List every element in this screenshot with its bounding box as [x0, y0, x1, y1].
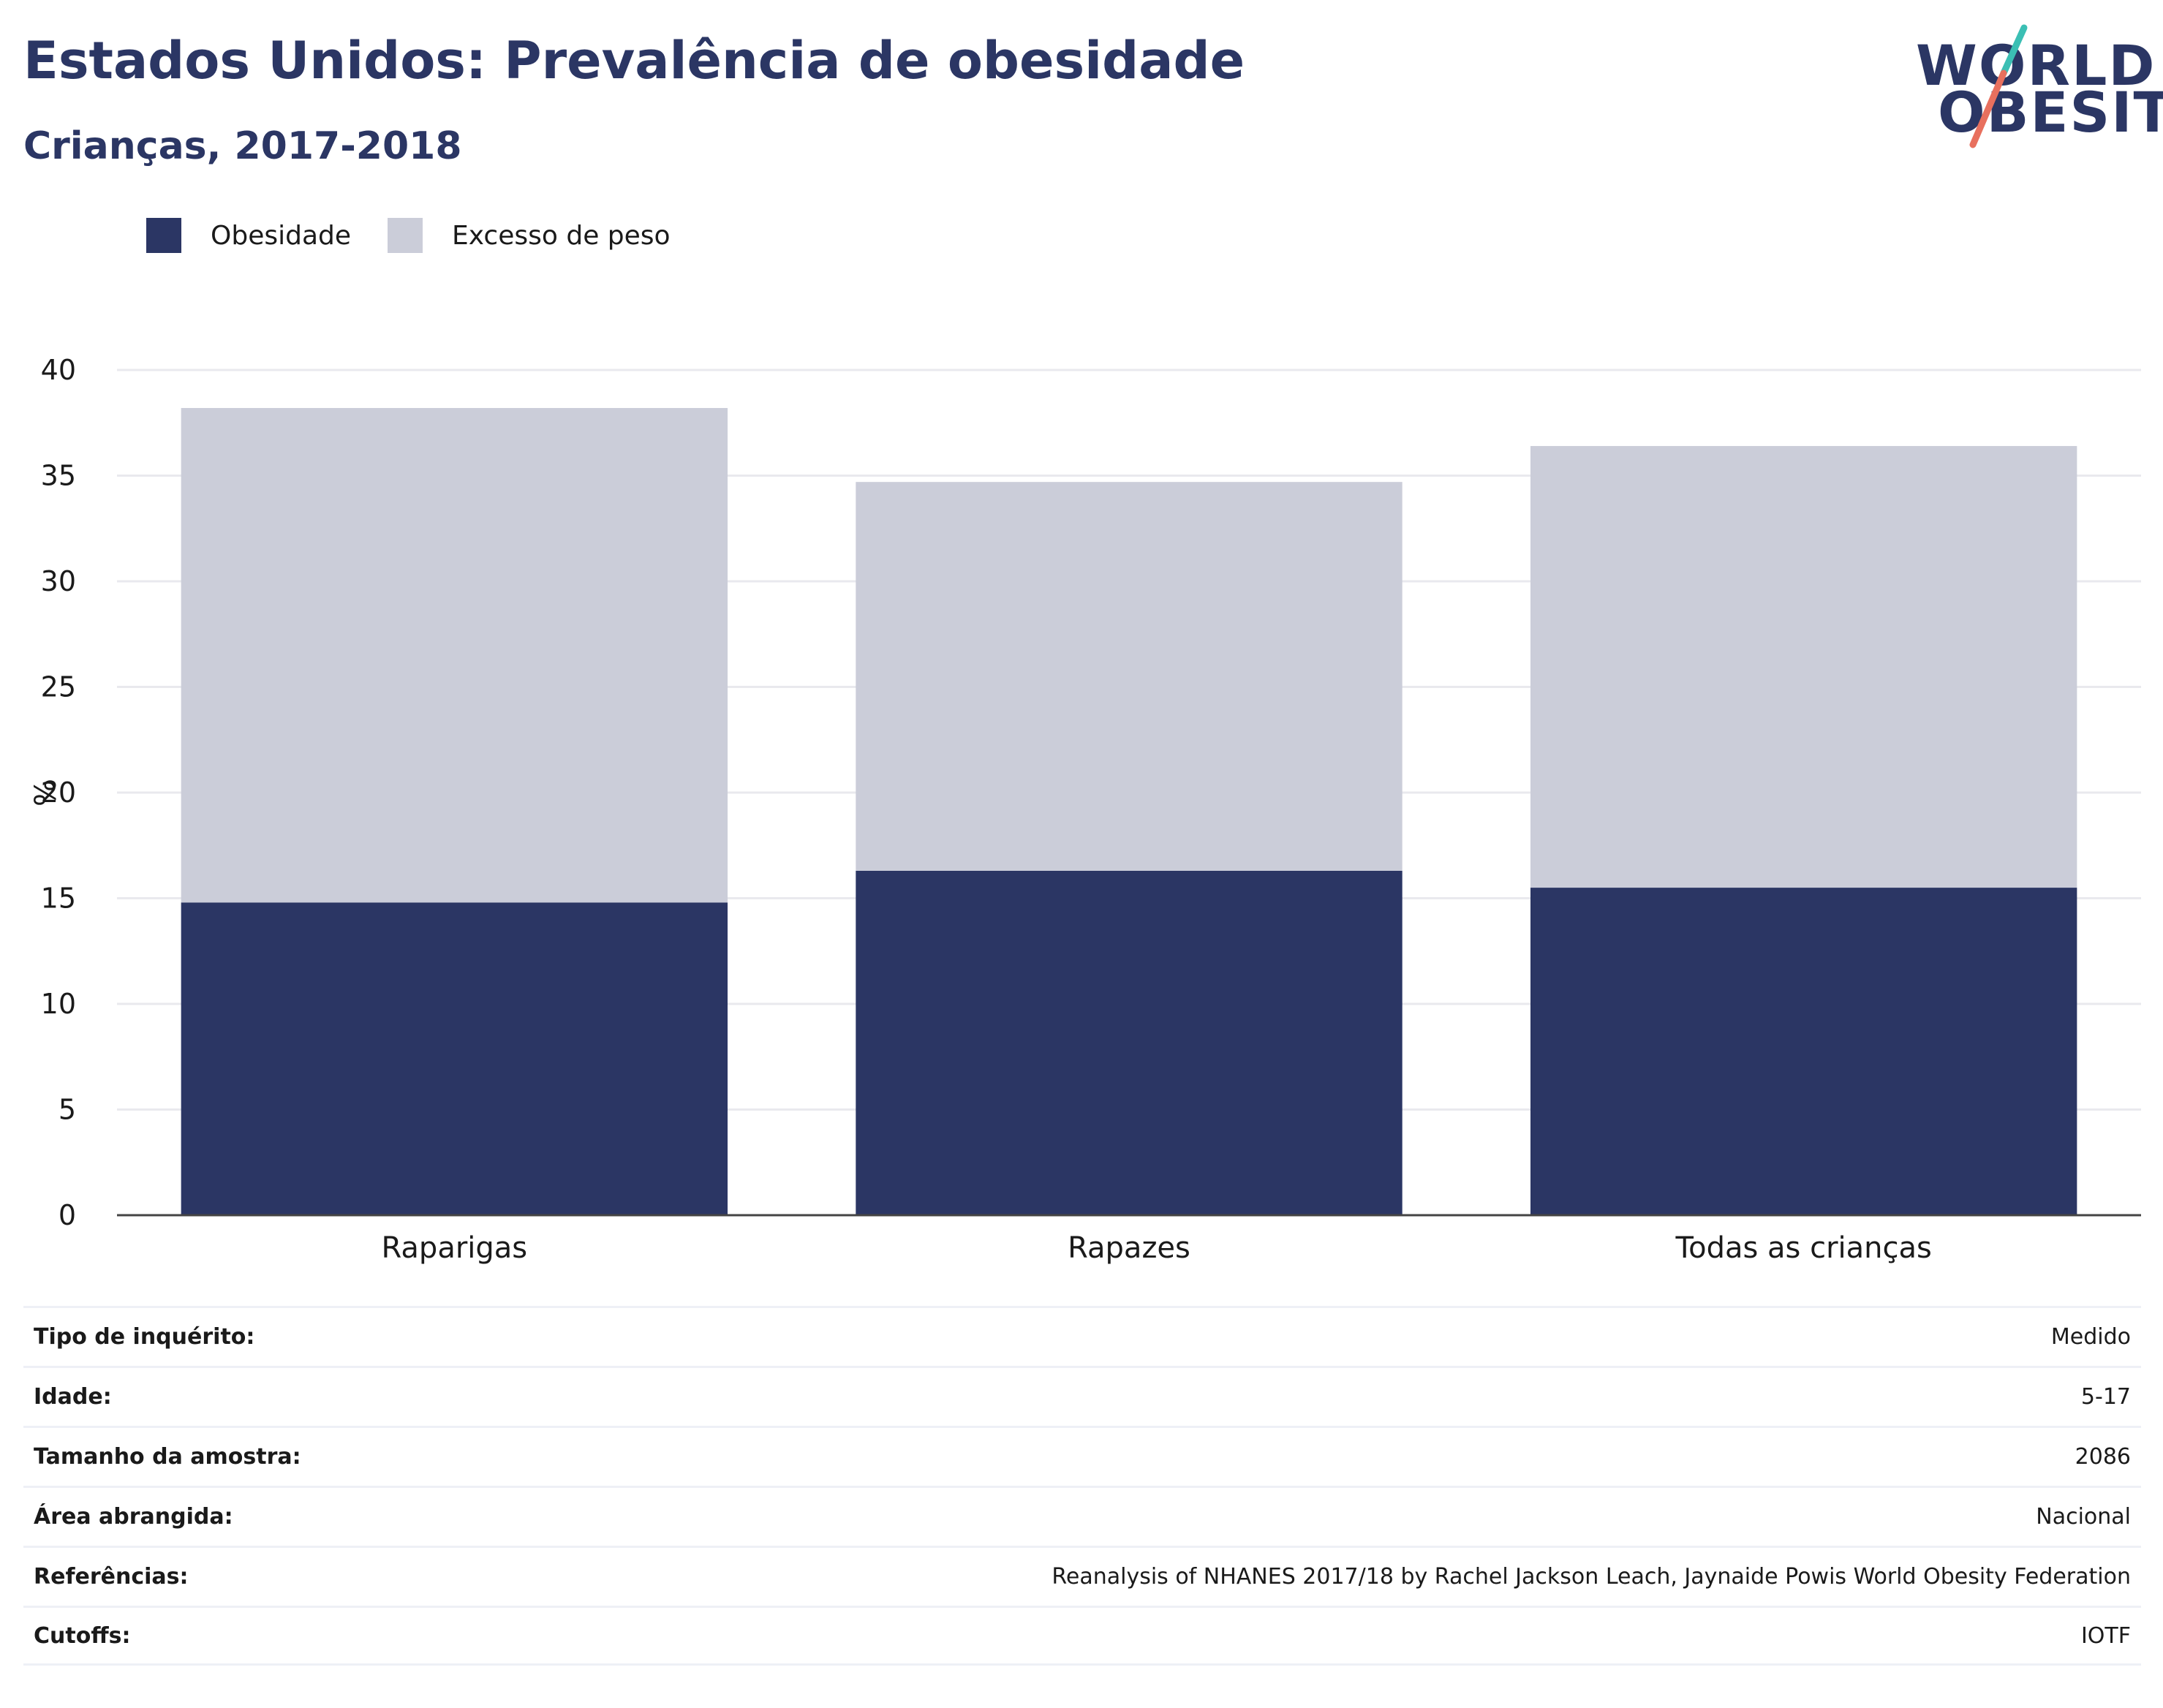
y-axis-label: %	[29, 779, 63, 806]
bar-obesity	[856, 870, 1403, 1215]
y-tick-label: 15	[41, 883, 76, 915]
info-value: 2086	[2075, 1444, 2131, 1470]
y-tick-label: 5	[58, 1094, 76, 1126]
legend-label-obesity: Obesidade	[211, 220, 352, 251]
info-row-sample-size: Tamanho da amostra: 2086	[23, 1426, 2141, 1486]
bar-overweight	[181, 408, 728, 903]
bar-overweight	[856, 482, 1403, 871]
chart-legend: Obesidade Excesso de peso	[146, 218, 707, 253]
info-row-survey-type: Tipo de inquérito: Medido	[23, 1306, 2141, 1366]
legend-swatch-overweight	[388, 218, 423, 253]
info-value: IOTF	[2080, 1622, 2131, 1649]
info-value: Reanalysis of NHANES 2017/18 by Rachel J…	[1052, 1564, 2131, 1590]
info-value: Medido	[2050, 1324, 2131, 1350]
y-tick-label: 40	[41, 354, 76, 386]
info-label: Idade:	[34, 1384, 112, 1410]
stacked-bar-chart: 0 5 10 15 20 25 30 35 40% Raparigas Rapazes Todas a…	[29, 354, 2141, 1265]
legend-item-overweight: Excesso de peso	[388, 218, 671, 253]
x-tick-label: Todas as crianças	[1675, 1231, 1931, 1265]
y-tick-label: 10	[41, 988, 76, 1020]
bar-overweight	[1530, 446, 2077, 888]
page-title: Estados Unidos: Prevalência de obesidade	[23, 31, 1245, 91]
legend-swatch-obesity	[146, 218, 181, 253]
info-row-area: Área abrangida: Nacional	[23, 1486, 2141, 1546]
logo-slash-icon	[1969, 24, 2028, 148]
info-label: Referências:	[34, 1564, 189, 1590]
x-tick-label: Rapazes	[1068, 1231, 1190, 1265]
info-row-age: Idade: 5-17	[23, 1366, 2141, 1426]
legend-item-obesity: Obesidade	[146, 218, 351, 253]
world-obesity-logo: WORLD OBESITY	[1901, 22, 2163, 154]
bar-obesity	[1530, 888, 2077, 1215]
survey-info-table: Tipo de inquérito: Medido Idade: 5-17 Ta…	[23, 1306, 2141, 1666]
info-label: Cutoffs:	[34, 1622, 131, 1649]
info-value: Nacional	[2036, 1504, 2131, 1530]
info-row-references: Referências: Reanalysis of NHANES 2017/1…	[23, 1546, 2141, 1606]
info-label: Tipo de inquérito:	[34, 1324, 255, 1350]
y-tick-label: 0	[58, 1199, 76, 1231]
x-tick-label: Raparigas	[382, 1231, 528, 1265]
bar-obesity	[181, 902, 728, 1215]
page-subtitle: Crianças, 2017-2018	[23, 124, 462, 168]
legend-label-overweight: Excesso de peso	[452, 220, 671, 251]
info-label: Tamanho da amostra:	[34, 1444, 301, 1470]
info-row-cutoffs: Cutoffs: IOTF	[23, 1606, 2141, 1666]
logo-line-1: WORLD	[1916, 33, 2156, 98]
info-value: 5-17	[2080, 1384, 2131, 1410]
y-tick-label: 20	[41, 776, 76, 809]
info-label: Área abrangida:	[34, 1504, 233, 1530]
y-tick-label: 30	[41, 565, 76, 597]
y-tick-label: 35	[41, 460, 76, 492]
y-tick-label: 25	[41, 671, 76, 703]
